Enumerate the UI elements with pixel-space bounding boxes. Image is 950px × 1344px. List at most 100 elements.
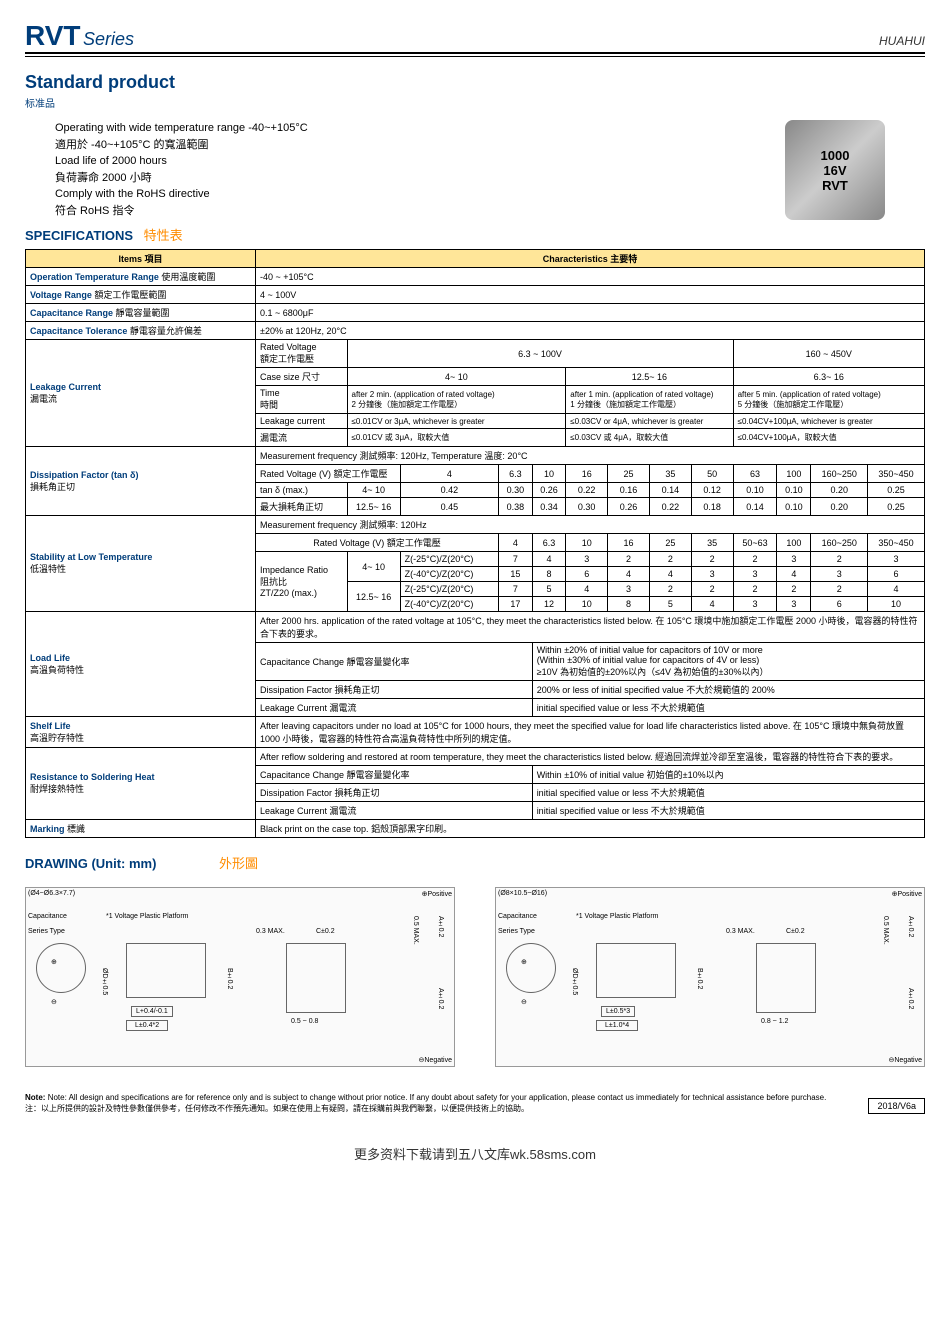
mark-cn: 標識 xyxy=(67,824,85,834)
s32: 4 xyxy=(566,582,608,597)
desc-l3: Comply with the RoHS directive xyxy=(55,186,308,203)
load-lbl: Load Life xyxy=(30,653,70,663)
diss-hv10: 350~450 xyxy=(868,465,925,483)
s43: 8 xyxy=(608,597,650,612)
std-product-title: Standard product xyxy=(25,72,925,93)
s26: 3 xyxy=(733,567,777,582)
d1-a: A±0.2 xyxy=(437,988,444,1009)
load-c3v: initial specified value or less 不大於規範值 xyxy=(532,699,924,717)
s44: 5 xyxy=(649,597,691,612)
note-en: Note: Note: All design and specification… xyxy=(25,1092,826,1103)
d2-a: A±0.2 xyxy=(907,988,914,1009)
load-c2l: Dissipation Factor 損耗角正切 xyxy=(256,681,533,699)
d12: 0.26 xyxy=(532,483,566,498)
d2-l2: L±1.0*4 xyxy=(596,1020,638,1031)
s15: 2 xyxy=(691,552,733,567)
d1-range: (Ø4~Ø6.3×7.7) xyxy=(28,890,75,897)
sh3: 16 xyxy=(608,534,650,552)
d13: 0.22 xyxy=(566,483,608,498)
s14: 2 xyxy=(649,552,691,567)
s36: 2 xyxy=(733,582,777,597)
tol-lbl: Capacitance Tolerance xyxy=(30,326,127,336)
d2-circle xyxy=(506,943,556,993)
d2-m4: A±0.2 xyxy=(907,916,914,937)
d15: 0.14 xyxy=(649,483,691,498)
sh1: 6.3 xyxy=(532,534,566,552)
d1-m1: 0.3 MAX. xyxy=(256,928,285,935)
s29: 6 xyxy=(868,567,925,582)
d22: 0.34 xyxy=(532,498,566,516)
s41: 12 xyxy=(532,597,566,612)
s3l: Z(-25°C)/Z(20°C) xyxy=(400,582,498,597)
d14: 0.16 xyxy=(608,483,650,498)
leak-r3c3: after 1 min. (application of rated volta… xyxy=(566,386,733,414)
tol-val: ±20% at 120Hz, 20°C xyxy=(256,322,925,340)
draw-cn: 外形圖 xyxy=(219,856,258,871)
stab-g2: 12.5~ 16 xyxy=(347,582,400,612)
s12: 3 xyxy=(566,552,608,567)
d1-m4: A±0.2 xyxy=(437,916,444,937)
cap-cn: 靜電容量範圍 xyxy=(116,308,170,318)
sh4: 25 xyxy=(649,534,691,552)
d1-m2: C±0.2 xyxy=(316,928,335,935)
leak-r2c2: 4~ 10 xyxy=(347,368,566,386)
leak-r4c2: ≤0.01CV or 3μA, whichever is greater xyxy=(347,414,566,429)
temp-val: -40 ~ +105°C xyxy=(256,268,925,286)
sh8: 160~250 xyxy=(811,534,868,552)
drawing-title-row: DRAWING (Unit: mm) 外形圖 xyxy=(25,853,925,872)
sold-cn: 耐焊接熱特性 xyxy=(30,784,84,794)
d16: 0.12 xyxy=(691,483,733,498)
diss-hv4: 25 xyxy=(608,465,650,483)
d18: 0.10 xyxy=(777,483,811,498)
volt-cn: 額定工作電壓範圍 xyxy=(94,290,166,300)
sh2: 10 xyxy=(566,534,608,552)
d25: 0.22 xyxy=(649,498,691,516)
leak-lbl: Leakage Current xyxy=(30,382,101,392)
leak-r1c3: 160 ~ 450V xyxy=(733,340,924,368)
s27: 4 xyxy=(777,567,811,582)
d1-d: ØD±0.5 xyxy=(101,968,108,995)
leak-r5c1: 漏電流 xyxy=(256,429,348,447)
desc-l2: Load life of 2000 hours xyxy=(55,153,308,170)
d2-st: Series Type xyxy=(498,928,535,935)
diss-lbl: Dissipation Factor (tan δ) xyxy=(30,470,138,480)
tol-cn: 靜電容量允許偏差 xyxy=(130,326,202,336)
drawings-container: (Ø4~Ø6.3×7.7) ⊕Positive Capacitance *1 V… xyxy=(25,887,925,1067)
leak-r4c1: Leakage current xyxy=(256,414,348,429)
img-v2: 16V xyxy=(823,163,846,178)
stab-freq: Measurement frequency 測試頻率: 120Hz xyxy=(256,516,925,534)
leak-r5c3: ≤0.03CV 或 4μA，取較大值 xyxy=(566,429,733,447)
d23: 0.30 xyxy=(566,498,608,516)
s23: 4 xyxy=(608,567,650,582)
temp-cn: 使用溫度範圍 xyxy=(161,272,215,282)
d2-range: (Ø8×10.5~Ø16) xyxy=(498,890,547,897)
d29: 0.20 xyxy=(811,498,868,516)
desc-l3cn: 符合 RoHS 指令 xyxy=(55,203,308,220)
s21: 8 xyxy=(532,567,566,582)
s17: 3 xyxy=(777,552,811,567)
load-cn: 高溫負荷特性 xyxy=(30,665,84,675)
s4l: Z(-40°C)/Z(20°C) xyxy=(400,597,498,612)
series-sub: Series xyxy=(83,29,134,49)
brand-name: HUAHUI xyxy=(879,34,925,48)
d1-st: Series Type xyxy=(28,928,65,935)
spec-table: Items 項目 Characteristics 主要特 Operation T… xyxy=(25,249,925,838)
note-cn: 注：以上所提供的設計及特性參數僅供參考，任何修改不作預先通知。如果在使用上有疑問… xyxy=(25,1103,826,1114)
leak-r3c4: after 5 min. (application of rated volta… xyxy=(733,386,924,414)
desc-l1: Operating with wide temperature range -4… xyxy=(55,120,308,137)
d2-w: 0.8 ~ 1.2 xyxy=(761,1018,788,1025)
spec-title-en: SPECIFICATIONS xyxy=(25,228,133,243)
d1-minus: ⊖ xyxy=(51,998,57,1006)
d17: 0.10 xyxy=(733,483,777,498)
d26: 0.18 xyxy=(691,498,733,516)
s42: 10 xyxy=(566,597,608,612)
diss-h1: Rated Voltage (V) 額定工作電壓 xyxy=(256,465,401,483)
sh5: 35 xyxy=(691,534,733,552)
volt-lbl: Voltage Range xyxy=(30,290,92,300)
leak-cn: 漏電流 xyxy=(30,394,57,404)
d1-l1: L+0.4/-0.1 xyxy=(131,1006,173,1017)
desc-l1cn: 適用於 -40~+105°C 的寬溫範圍 xyxy=(55,137,308,154)
s25: 3 xyxy=(691,567,733,582)
s1l: Z(-25°C)/Z(20°C) xyxy=(400,552,498,567)
sold-c3l: Leakage Current 漏電流 xyxy=(256,802,533,820)
